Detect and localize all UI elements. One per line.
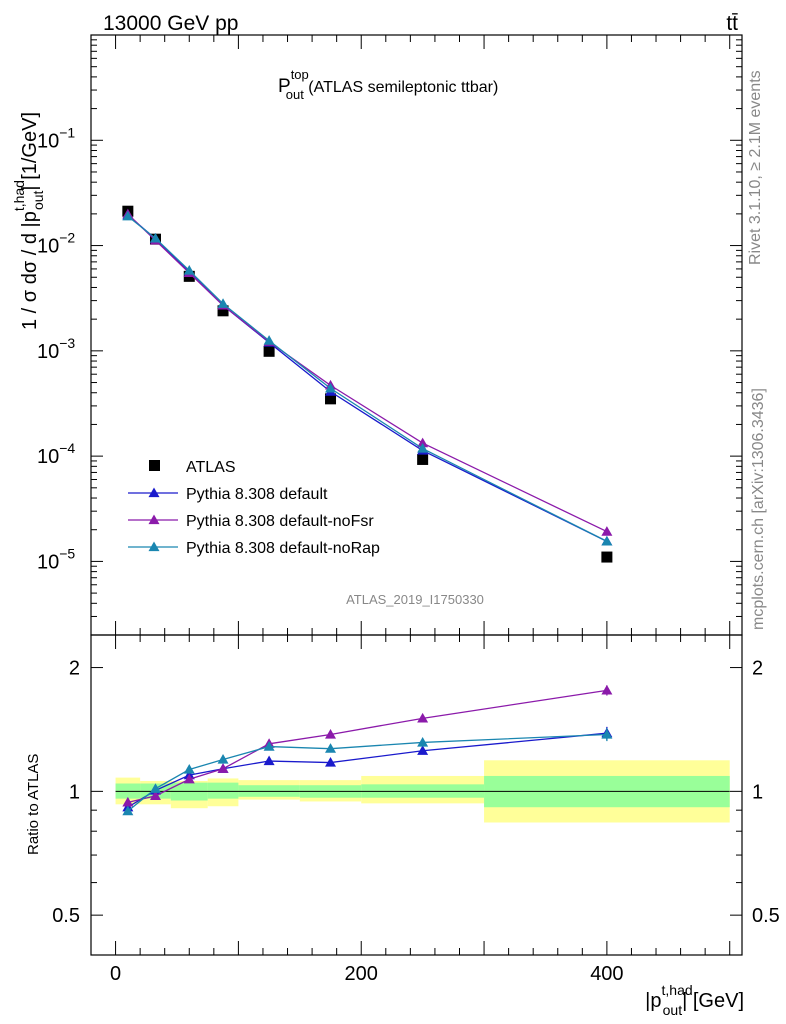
ratio-data-point (183, 764, 195, 774)
ratio-data-point (263, 755, 275, 766)
ratio-data-point (417, 736, 429, 747)
legend-marker-triangle (148, 487, 160, 498)
y-tick-label: 10−4 (37, 440, 75, 468)
data-point-triangle (417, 443, 429, 453)
mcplots-label: mcplots.cern.ch [arXiv:1306.3436] (750, 388, 767, 630)
y-tick-label-right: 0.5 (752, 905, 780, 927)
legend-item: Pythia 8.308 default (128, 486, 328, 503)
ratio-series-2 (122, 728, 613, 816)
legend-label: Pythia 8.308 default (186, 486, 328, 503)
y-tick-label-right: 2 (752, 658, 763, 680)
ratio-data-point (149, 783, 161, 793)
ratio-data-point (417, 745, 429, 755)
ratio-data-point (601, 728, 613, 739)
y-tick-label: 10−1 (37, 124, 75, 152)
analysis-tag: ATLAS_2019_I1750330 (346, 592, 484, 607)
series-line (127, 215, 608, 542)
ratio-data-point (601, 684, 613, 695)
y-tick-label-left: 2 (69, 658, 80, 680)
ratio-series-line (127, 733, 607, 812)
data-point-triangle (417, 437, 429, 448)
ratio-panel: 0.5 0.5 1 1 2 2 0 200 400 (52, 635, 780, 985)
data-point-triangle (183, 264, 195, 275)
legend-label: Pythia 8.308 default-noRap (186, 540, 380, 557)
y-tick-label-left: 0.5 (52, 905, 80, 927)
y-tick-label-right: 1 (752, 781, 763, 803)
main-plot-title: Ptop out (ATLAS semileptonic ttbar) (278, 67, 498, 102)
legend: ATLAS Pythia 8.308 default Pythia 8.308 de… (128, 459, 380, 557)
x-tick-label: 200 (345, 963, 378, 985)
ratio-uncertainty-bands (115, 760, 730, 823)
legend-item: ATLAS (149, 459, 236, 476)
ratio-frame (90, 634, 743, 956)
legend-marker-triangle (148, 514, 160, 525)
ratio-data-point (325, 743, 337, 753)
legend-marker-triangle (148, 541, 160, 552)
legend-marker-square (149, 460, 160, 471)
data-point-triangle (325, 382, 337, 393)
ratio-data-point (149, 790, 161, 801)
x-tick-label: 400 (590, 963, 623, 985)
data-point-square (601, 551, 613, 563)
data-point-triangle (263, 335, 275, 345)
header-process-label: tt̄ (726, 12, 738, 35)
y-tick-label: 10−2 (37, 230, 75, 258)
x-axis-label: |pt,had out| [GeV] (645, 982, 744, 1018)
data-point-square (263, 345, 275, 357)
ratio-data-point (325, 757, 337, 767)
x-tick-label: 0 (110, 963, 121, 985)
ratio-data-point (122, 805, 134, 816)
legend-label: Pythia 8.308 default-noFsr (186, 513, 374, 530)
data-point-triangle (601, 526, 613, 536)
ratio-data-point (217, 763, 229, 773)
ratio-x-axis: 0 200 400 (110, 635, 731, 985)
ratio-data-point (217, 754, 229, 764)
panel-frames (90, 34, 743, 956)
series-line (127, 213, 608, 533)
data-point-triangle (122, 210, 134, 221)
ratio-y-axis-label: Ratio to ATLAS (25, 754, 42, 855)
data-point-square (217, 305, 229, 317)
ratio-y-axis: 0.5 0.5 1 1 2 2 (52, 658, 780, 956)
ratio-data-point (325, 728, 337, 739)
y-tick-label: 10−5 (37, 545, 75, 573)
legend-label: ATLAS (186, 459, 236, 476)
data-point-square (325, 393, 337, 405)
y-tick-label: 10−3 (37, 335, 75, 363)
ratio-series-line (127, 689, 607, 804)
ratio-data-point (263, 741, 275, 751)
legend-item: Pythia 8.308 default-noFsr (128, 513, 374, 530)
main-y-axis-label: 1 / σ dσ / d |pt,had out| [1/GeV] (11, 112, 46, 330)
y-tick-label-left: 1 (69, 781, 80, 803)
data-point-triangle (149, 232, 161, 243)
main-x-ticks (115, 35, 731, 635)
data-point-square (417, 453, 429, 465)
rivet-version-label: Rivet 3.1.10, ≥ 2.1M events (747, 70, 764, 265)
main-y-axis: 10−1 10−2 10−3 10−4 10−5 (37, 39, 742, 636)
header-energy-label: 13000 GeV pp (103, 12, 238, 35)
ratio-data-point (183, 773, 195, 784)
ratio-series-line (127, 732, 607, 808)
main-panel: 10−1 10−2 10−3 10−4 10−5 (37, 35, 742, 636)
legend-item: Pythia 8.308 default-noRap (128, 540, 380, 557)
ratio-data-point (122, 796, 134, 807)
ratio-data-point (417, 712, 429, 723)
data-point-triangle (217, 298, 229, 308)
series-0 (122, 205, 613, 563)
data-point-triangle (601, 535, 613, 546)
band-green-bin (207, 782, 239, 799)
series-3 (122, 210, 613, 546)
